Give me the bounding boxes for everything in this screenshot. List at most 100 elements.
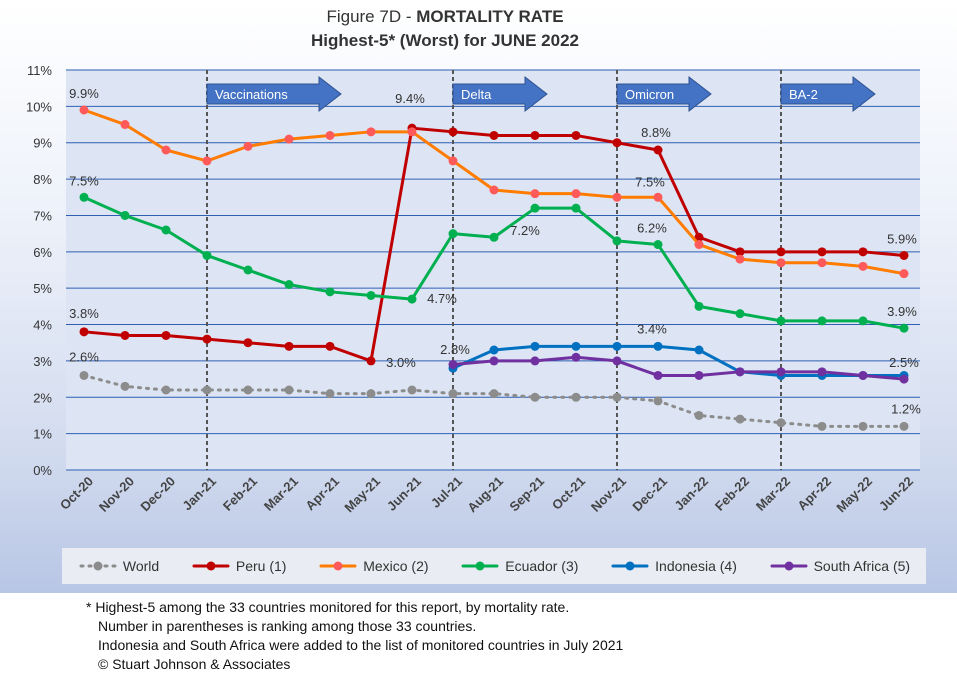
series-line: [451, 355, 906, 381]
data-label: 6.2%: [637, 221, 667, 236]
data-point: [530, 356, 540, 366]
x-tick-label: Jul-21: [428, 474, 465, 511]
legend-label: Mexico (2): [363, 558, 429, 574]
y-tick-label: 9%: [33, 136, 52, 151]
data-point: [448, 156, 458, 166]
data-point: [79, 370, 89, 380]
series-line: [82, 373, 906, 428]
x-tick-label: Nov-21: [588, 474, 629, 515]
x-tick-label: Jun-21: [384, 474, 424, 514]
data-point: [243, 385, 253, 395]
x-tick-label: Sep-21: [506, 474, 547, 515]
data-point: [571, 130, 581, 140]
x-tick-label: Dec-20: [137, 474, 178, 515]
data-point: [407, 294, 417, 304]
y-tick-label: 3%: [33, 354, 52, 369]
data-point: [530, 203, 540, 213]
data-point: [817, 421, 827, 431]
y-tick-label: 10%: [26, 99, 52, 114]
data-point: [366, 389, 376, 399]
data-point: [571, 341, 581, 351]
y-tick-label: 8%: [33, 172, 52, 187]
legend-item: Peru (1): [191, 558, 286, 574]
data-point: [571, 392, 581, 402]
x-tick-label: Mar-21: [261, 474, 301, 514]
data-point: [284, 134, 294, 144]
legend-swatch: [611, 561, 649, 571]
data-point: [899, 421, 909, 431]
data-point: [858, 421, 868, 431]
data-point: [407, 385, 417, 395]
data-point: [530, 130, 540, 140]
data-point: [858, 247, 868, 257]
series-line: [451, 344, 906, 377]
data-point: [161, 225, 171, 235]
data-point: [694, 240, 704, 250]
footnote: © Stuart Johnson & Associates: [98, 656, 291, 672]
data-point: [735, 309, 745, 319]
data-label: 5.9%: [887, 231, 917, 246]
footnote: Indonesia and South Africa were added to…: [98, 637, 624, 653]
x-tick-label: Nov-20: [96, 474, 137, 515]
y-tick-label: 2%: [33, 390, 52, 405]
data-label: 2.8%: [440, 342, 470, 357]
data-label: 2.5%: [889, 355, 919, 370]
data-point: [653, 240, 663, 250]
data-label: 7.2%: [510, 223, 540, 238]
data-label: 4.7%: [427, 291, 457, 306]
footnote: Number in parentheses is ranking among t…: [98, 618, 477, 634]
data-point: [899, 250, 909, 260]
data-point: [858, 370, 868, 380]
data-point: [284, 280, 294, 290]
data-label: 3.0%: [386, 355, 416, 370]
data-point: [694, 410, 704, 420]
data-point: [694, 370, 704, 380]
x-tick-label: May-22: [833, 474, 875, 516]
data-point: [120, 381, 130, 391]
data-point: [776, 316, 786, 326]
data-point: [612, 138, 622, 148]
data-point: [325, 389, 335, 399]
data-point: [448, 389, 458, 399]
data-point: [612, 236, 622, 246]
data-point: [202, 385, 212, 395]
legend-item: Indonesia (4): [610, 558, 737, 574]
data-point: [653, 396, 663, 406]
data-point: [407, 127, 417, 137]
data-point: [530, 341, 540, 351]
legend-swatch: [461, 561, 499, 571]
footnotes: * Highest-5 among the 33 countries monit…: [86, 598, 623, 674]
x-tick-label: Feb-21: [220, 474, 260, 514]
data-point: [489, 345, 499, 355]
y-tick-label: 11%: [27, 63, 52, 78]
event-arrow: [206, 75, 342, 113]
data-point: [243, 338, 253, 348]
data-point: [325, 287, 335, 297]
y-tick-label: 6%: [33, 245, 52, 260]
x-tick-label: Apr-22: [794, 474, 834, 514]
data-point: [448, 127, 458, 137]
x-tick-label: May-21: [341, 474, 383, 516]
data-point: [161, 330, 171, 340]
data-point: [899, 374, 909, 384]
event-arrow-label: Vaccinations: [215, 87, 288, 102]
data-point: [571, 203, 581, 213]
legend-swatch: [319, 561, 357, 571]
data-point: [817, 247, 827, 257]
event-arrow-label: Delta: [461, 87, 492, 102]
data-point: [776, 258, 786, 268]
data-point: [858, 316, 868, 326]
data-point: [325, 341, 335, 351]
data-point: [858, 261, 868, 271]
data-point: [530, 392, 540, 402]
legend-item: Ecuador (3): [460, 558, 578, 574]
x-tick-label: Mar-22: [753, 474, 793, 514]
data-point: [202, 156, 212, 166]
data-point: [817, 367, 827, 377]
data-label: 8.8%: [641, 125, 671, 140]
x-tick-label: Oct-21: [549, 474, 588, 513]
data-point: [366, 290, 376, 300]
legend-label: Indonesia (4): [655, 558, 737, 574]
footnote: * Highest-5 among the 33 countries monit…: [86, 599, 570, 615]
x-tick-label: Jan-21: [179, 474, 219, 514]
